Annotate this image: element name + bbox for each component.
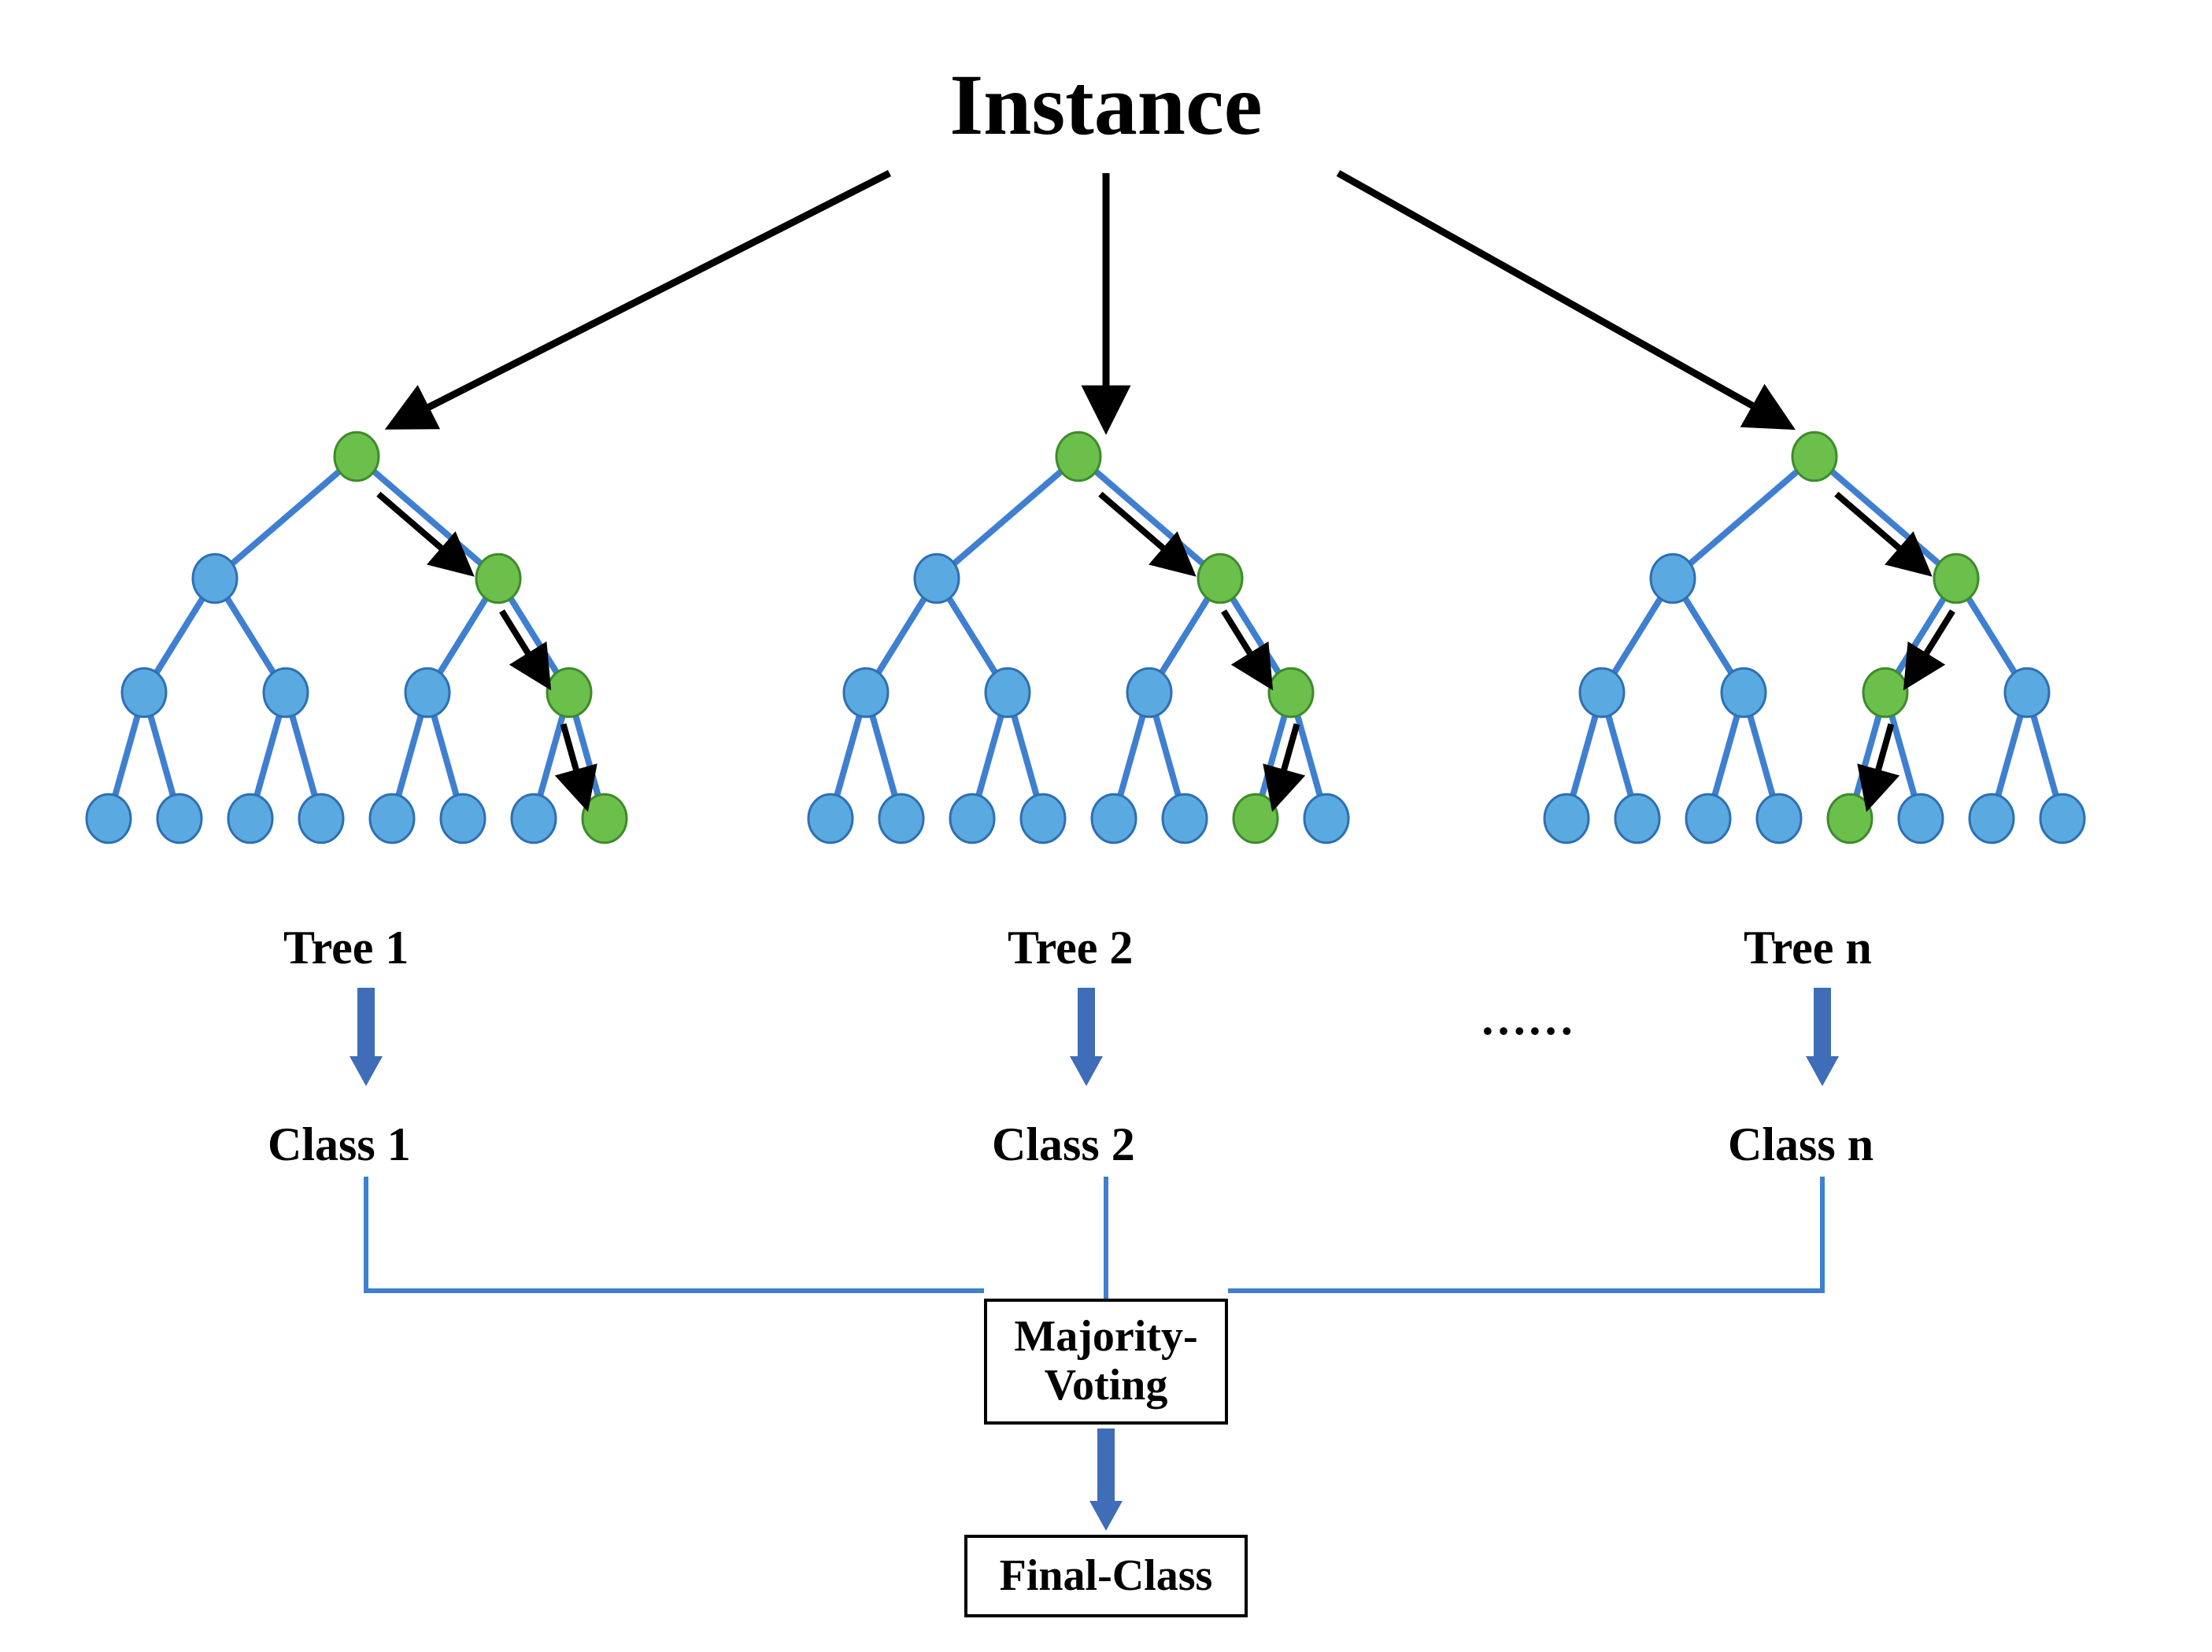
tree-node (1127, 668, 1171, 717)
tree-node (264, 668, 308, 717)
thick-arrow (1089, 1428, 1123, 1531)
class-label-1: Class 1 (268, 1118, 411, 1172)
tree-node (915, 554, 959, 603)
tree-node (122, 668, 166, 717)
thick-arrow (350, 988, 383, 1086)
tree-node (157, 794, 202, 843)
tree3 (1544, 432, 2084, 843)
tree-node (1304, 794, 1348, 843)
tree-node (1757, 794, 1801, 843)
tree-node (1544, 794, 1589, 843)
tree-edge (1673, 456, 1814, 578)
thick-arrow (1070, 988, 1103, 1086)
tree-node-selected (547, 668, 591, 717)
tree-node (299, 794, 343, 843)
tree-node-selected (1056, 432, 1100, 481)
tree-node (1092, 794, 1136, 843)
connector-line (366, 1177, 984, 1291)
class-label-2: Class 2 (992, 1118, 1135, 1172)
tree-node-selected (1269, 668, 1313, 717)
tree-node (808, 794, 853, 843)
class-label-3: Class n (1728, 1118, 1874, 1172)
tree-edge (357, 456, 498, 578)
tree-node-selected (1828, 794, 1872, 843)
instance-arrow-1 (394, 173, 890, 425)
tree-node-selected (1234, 794, 1278, 843)
tree-node (879, 794, 923, 843)
tree-node (370, 794, 414, 843)
tree-node (1651, 554, 1695, 603)
diagram-title: Instance (949, 55, 1262, 155)
tree-node-selected (1863, 668, 1907, 717)
tree-node (441, 794, 485, 843)
tree-node (2005, 668, 2049, 717)
tree-label-3: Tree n (1744, 921, 1872, 975)
tree-edge (1814, 456, 1956, 578)
tree-node (1686, 794, 1730, 843)
tree-node (228, 794, 272, 843)
tree-node (1580, 668, 1624, 717)
tree-node (1021, 794, 1065, 843)
tree-node-selected (335, 432, 379, 481)
tree-node (87, 794, 131, 843)
thick-arrow (1806, 988, 1839, 1086)
tree2 (808, 432, 1348, 843)
tree-node (1970, 794, 2014, 843)
tree1 (87, 432, 627, 843)
tree-label-2: Tree 2 (1008, 921, 1133, 975)
tree-node (1163, 794, 1207, 843)
ellipsis: …… (1480, 992, 1574, 1046)
tree-node (986, 668, 1030, 717)
tree-node-selected (583, 794, 627, 843)
tree-node-selected (476, 554, 520, 603)
tree-node (1615, 794, 1659, 843)
path-arrow (1100, 494, 1189, 571)
tree-node-selected (1198, 554, 1242, 603)
tree-node (1899, 794, 1943, 843)
tree-edge (937, 456, 1078, 578)
tree-node (512, 794, 556, 843)
majority-voting-box: Majority-Voting (984, 1299, 1228, 1425)
path-arrow (379, 494, 468, 571)
tree-label-1: Tree 1 (283, 921, 409, 975)
connector-line (1228, 1177, 1822, 1291)
path-arrow (1837, 494, 1925, 571)
tree-node (2040, 794, 2084, 843)
tree-node-selected (1792, 432, 1837, 481)
tree-edge (1078, 456, 1220, 578)
tree-node (193, 554, 237, 603)
tree-edge (215, 456, 357, 578)
tree-node (1722, 668, 1766, 717)
tree-node-selected (1934, 554, 1978, 603)
tree-node (405, 668, 449, 717)
tree-node (844, 668, 888, 717)
tree-node (950, 794, 994, 843)
instance-arrow-3 (1338, 173, 1787, 425)
final-class-box: Final-Class (964, 1535, 1248, 1617)
